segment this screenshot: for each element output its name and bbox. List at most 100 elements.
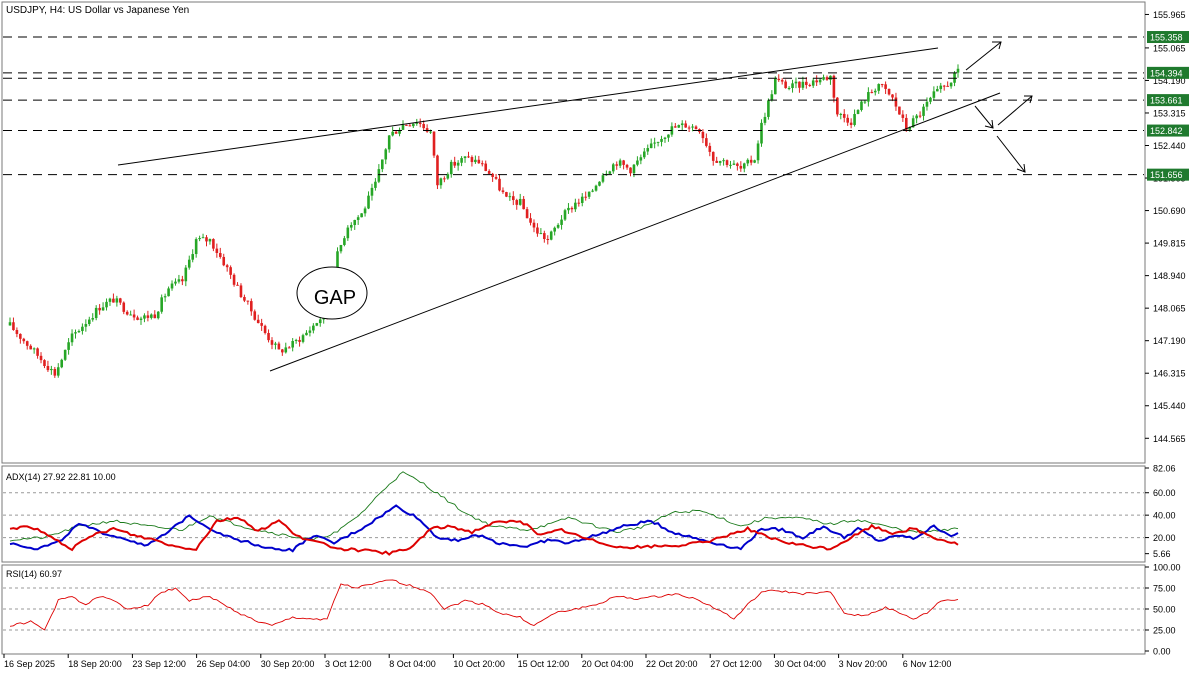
price-tick-label: 155.065 <box>1153 43 1186 53</box>
candle-body <box>25 341 29 346</box>
arrow-down-to-151656 <box>996 135 1026 173</box>
candle-body <box>663 137 667 139</box>
candle-body <box>722 160 725 162</box>
candle-body <box>36 348 39 356</box>
candle-body <box>674 126 677 128</box>
candle-body <box>946 85 949 87</box>
adx-header: ADX(14) 27.92 22.81 10.00 <box>6 472 116 482</box>
candle-body <box>798 81 801 88</box>
candle-body <box>805 81 808 85</box>
candle-body <box>567 207 570 211</box>
candle-body <box>181 279 184 282</box>
candle-body <box>756 143 760 161</box>
candle-body <box>818 79 822 83</box>
candle-body <box>787 88 791 90</box>
candle-body <box>543 233 546 239</box>
candle-body <box>922 106 925 116</box>
adx-panel <box>1 465 1146 563</box>
price-tick-label: 146.315 <box>1153 369 1186 379</box>
candle-body <box>456 162 460 166</box>
candle-body <box>763 116 767 123</box>
candle-body <box>725 160 729 165</box>
candle-body <box>260 323 263 326</box>
candle-body <box>518 198 522 205</box>
candle-body <box>143 315 146 319</box>
price-tick-label: 155.965 <box>1153 10 1186 20</box>
candle-body <box>367 195 370 209</box>
candle-body <box>860 101 863 111</box>
candle-body <box>53 368 57 376</box>
time-tick-label: 20 Oct 04:00 <box>582 659 634 669</box>
candle-body <box>250 301 253 312</box>
candle-body <box>649 143 653 149</box>
candle-body <box>760 122 763 144</box>
time-tick-label: 27 Oct 12:00 <box>710 659 762 669</box>
time-tick-label: 15 Oct 12:00 <box>518 659 570 669</box>
candle-body <box>343 238 346 245</box>
candle-body <box>87 319 91 325</box>
candle-body <box>480 163 484 165</box>
candle-body <box>32 348 36 350</box>
candle-body <box>932 91 936 98</box>
candle-body <box>512 196 515 201</box>
time-tick-label: 22 Oct 20:00 <box>646 659 698 669</box>
candle-body <box>822 77 825 80</box>
candle-body <box>429 131 432 133</box>
candle-body <box>422 124 425 129</box>
chart-title: USDJPY, H4: US Dollar vs Japanese Yen <box>6 5 189 16</box>
candle-body <box>112 298 115 303</box>
time-tick-label: 18 Sep 20:00 <box>68 659 122 669</box>
candle-body <box>281 349 284 353</box>
price-tick-label: 148.065 <box>1153 304 1186 314</box>
candle-body <box>515 200 519 205</box>
time-tick-label: 3 Nov 20:00 <box>839 659 888 669</box>
time-tick-label: 16 Sep 2025 <box>4 659 55 669</box>
ADX(14)-minus_di-line <box>9 516 959 556</box>
candle-body <box>22 338 26 342</box>
candle-body <box>777 78 781 81</box>
candle-body <box>94 307 98 319</box>
candle-body <box>29 345 32 350</box>
candle-body <box>77 331 81 333</box>
candle-body <box>546 238 550 240</box>
candle-body <box>353 219 357 226</box>
candle-body <box>156 311 160 319</box>
candle-body <box>198 238 201 240</box>
arrow-up-to-155358 <box>965 41 1002 71</box>
candle-body <box>60 359 64 368</box>
candle-body <box>305 332 308 336</box>
candle-body <box>532 222 536 228</box>
candle-body <box>170 283 174 289</box>
time-tick-label: 26 Sep 04:00 <box>197 659 251 669</box>
candle-body <box>239 285 243 298</box>
candle-body <box>791 83 794 89</box>
candle-body <box>374 181 377 188</box>
rsi-header: RSI(14) 60.97 <box>6 569 62 579</box>
candle-body <box>877 84 881 91</box>
candle-body <box>684 123 687 128</box>
candle-body <box>587 191 591 197</box>
candle-body <box>139 318 143 320</box>
level-tag-155.358 <box>1147 31 1189 44</box>
candle-body <box>63 349 67 360</box>
candle-body <box>746 159 750 164</box>
candle-body <box>767 100 770 117</box>
candle-body <box>705 138 708 146</box>
candle-body <box>694 126 698 130</box>
candle-body <box>653 142 656 144</box>
candle-body <box>415 122 419 124</box>
candle-body <box>391 131 394 136</box>
candle-body <box>625 164 629 168</box>
candle-body <box>363 208 367 214</box>
upper-trendline <box>117 47 939 166</box>
candle-body <box>780 80 784 82</box>
indicator-tick-label: 5.66 <box>1153 549 1171 559</box>
candle-body <box>15 330 19 334</box>
candle-body <box>184 267 188 282</box>
level-tag-154.394 <box>1147 66 1189 79</box>
candle-body <box>253 311 257 320</box>
candle-body <box>274 343 277 345</box>
lower-trendline <box>269 92 1001 372</box>
candle-body <box>739 165 743 169</box>
candle-body <box>563 210 567 220</box>
